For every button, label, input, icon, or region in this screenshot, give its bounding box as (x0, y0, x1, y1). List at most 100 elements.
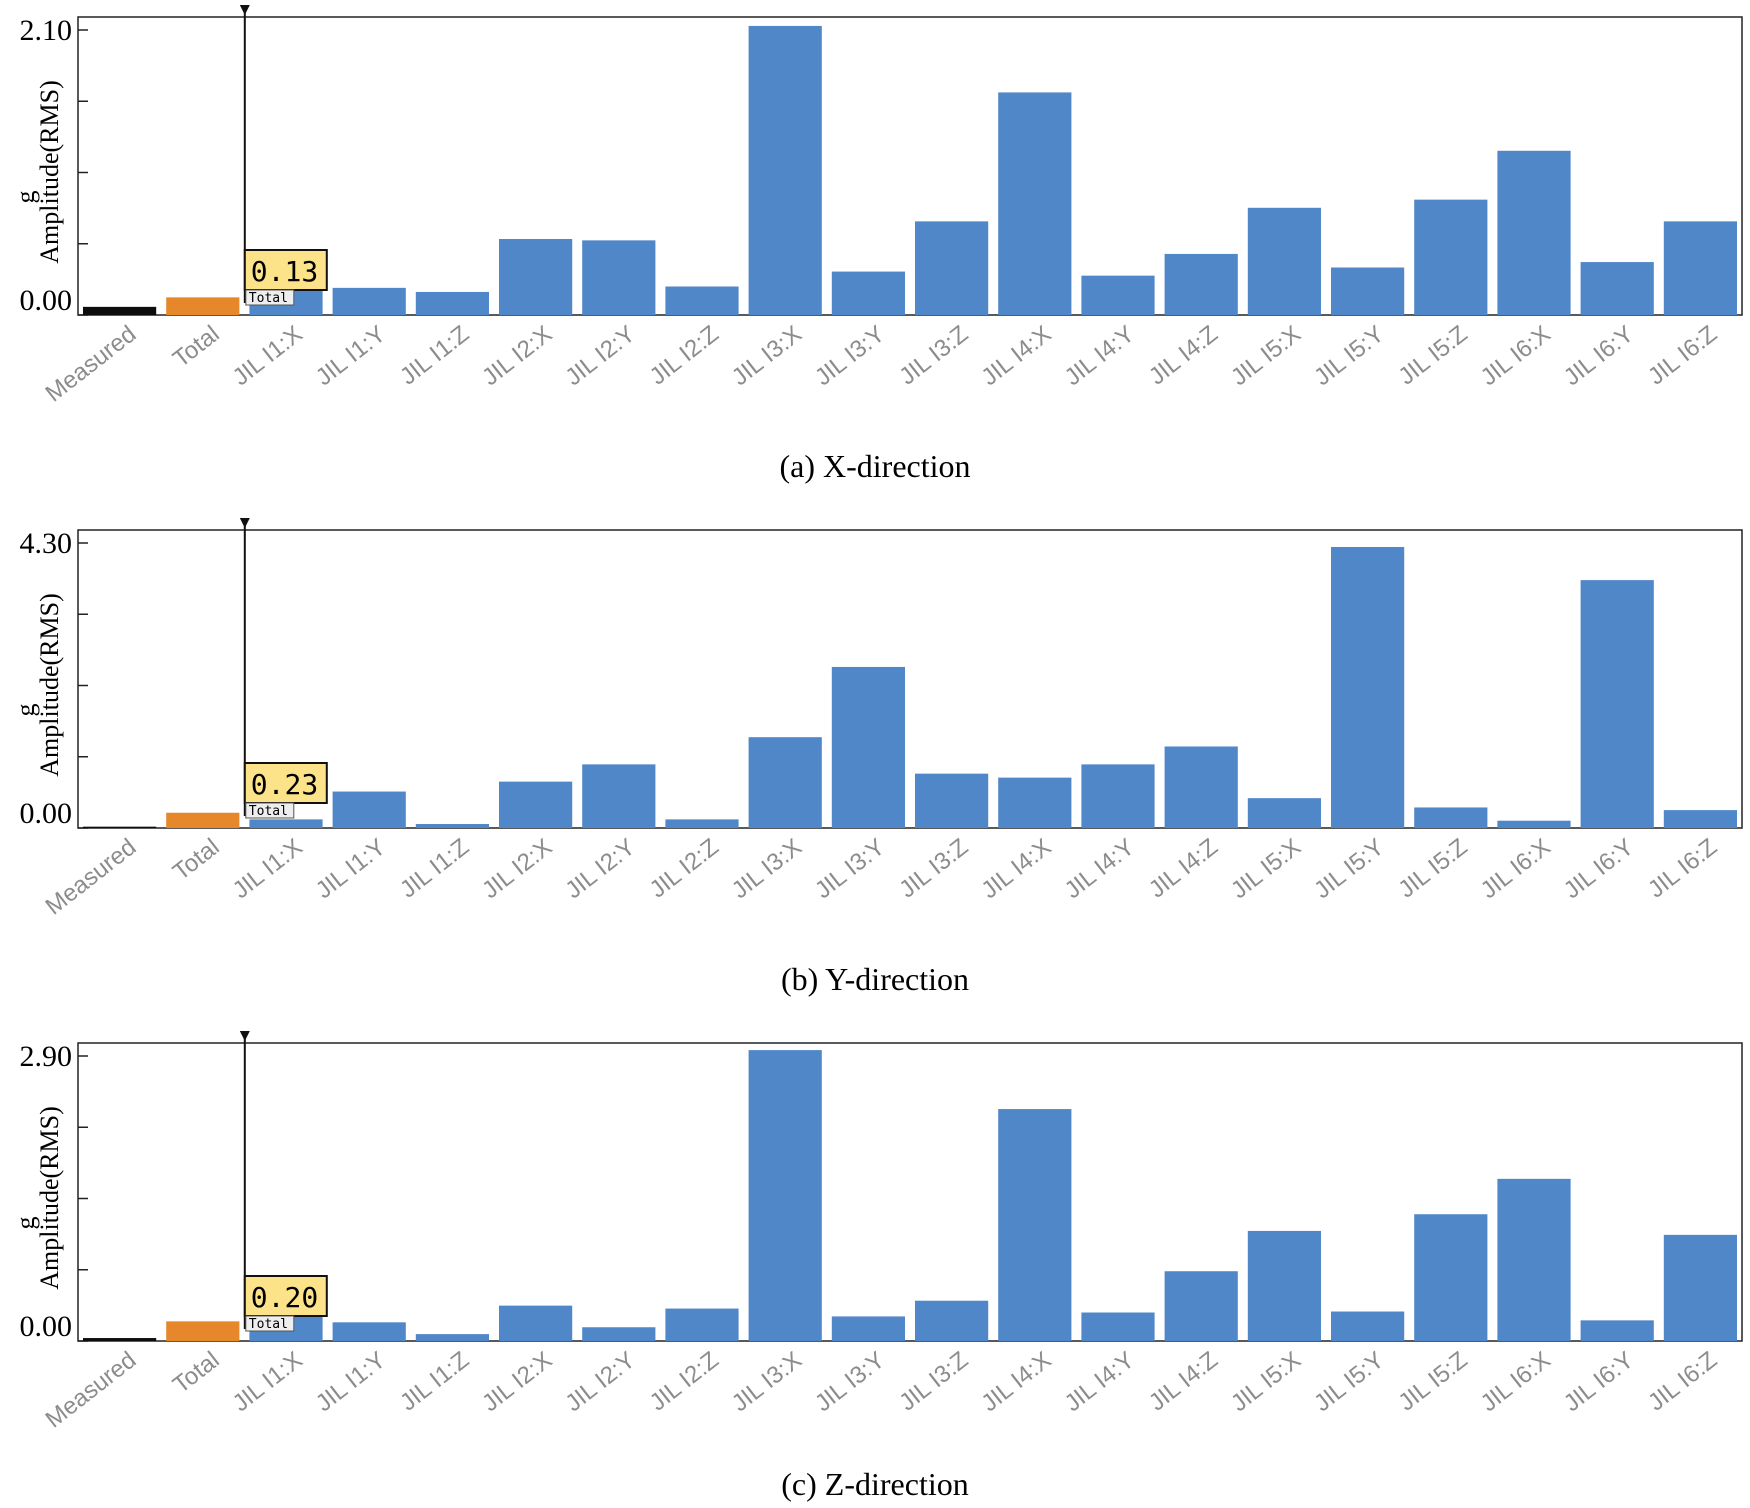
x-tick-label: JIL I6:Y (1559, 320, 1639, 391)
y-tick-bottom: 0.00 (20, 284, 73, 317)
x-tick-label: JIL I3:Y (810, 320, 890, 391)
bar-jil-i4-x[interactable] (998, 777, 1072, 828)
x-tick-label: Total (168, 833, 225, 885)
x-tick-label: JIL I4:Z (1144, 833, 1223, 903)
bar-jil-i3-x[interactable] (748, 737, 822, 828)
cursor-tag-label: Total (249, 804, 288, 819)
bar-jil-i2-y[interactable] (582, 1327, 656, 1341)
x-tick-label: JIL I4:Z (1144, 320, 1223, 390)
bar-jil-i1-z[interactable] (415, 291, 489, 315)
bar-jil-i6-z[interactable] (1663, 810, 1737, 828)
x-tick-label: JIL I6:Z (1643, 833, 1722, 903)
cursor-marker-icon[interactable] (239, 1031, 250, 1041)
bar-jil-i5-z[interactable] (1414, 807, 1488, 828)
bar-jil-i1-y[interactable] (332, 287, 406, 315)
bar-jil-i6-z[interactable] (1663, 1234, 1737, 1341)
x-tick-label: JIL I4:X (976, 833, 1056, 904)
cursor-marker-icon[interactable] (239, 518, 250, 528)
x-tick-label: JIL I1:Y (311, 320, 391, 391)
x-tick-label: JIL I6:X (1476, 1346, 1556, 1417)
bar-jil-i2-z[interactable] (665, 1308, 739, 1341)
bar-total[interactable] (166, 1321, 240, 1341)
bar-jil-i3-z[interactable] (915, 221, 989, 315)
bar-jil-i3-y[interactable] (831, 1316, 905, 1341)
cursor-tag (245, 1315, 295, 1332)
bar-jil-i4-z[interactable] (1164, 253, 1238, 315)
bar-jil-i5-x[interactable] (1247, 1230, 1321, 1341)
x-tick-label: JIL I2:Y (560, 1346, 640, 1417)
cursor-tooltip-value: 0.20 (251, 1281, 318, 1314)
bar-jil-i2-x[interactable] (499, 1305, 573, 1341)
panel-caption: (a) X-direction (779, 448, 970, 484)
bar-jil-i5-z[interactable] (1414, 1214, 1488, 1341)
bar-jil-i6-z[interactable] (1663, 221, 1737, 315)
bar-jil-i4-z[interactable] (1164, 1271, 1238, 1341)
x-tick-label: JIL I5:X (1226, 1346, 1306, 1417)
x-tick-label: JIL I4:Y (1060, 320, 1140, 391)
cursor-tag-label: Total (249, 1317, 288, 1332)
x-tick-label: JIL I2:X (477, 1346, 557, 1417)
cursor-marker-icon[interactable] (239, 5, 250, 15)
bar-measured[interactable] (83, 826, 157, 828)
bar-jil-i3-y[interactable] (831, 666, 905, 828)
bar-jil-i1-y[interactable] (332, 791, 406, 828)
bar-jil-i5-y[interactable] (1331, 546, 1405, 828)
plot-frame (77, 16, 1743, 316)
x-tick-label: JIL I1:Y (311, 1346, 391, 1417)
bar-jil-i3-x[interactable] (748, 1050, 822, 1341)
x-tick-label: JIL I4:Y (1060, 833, 1140, 904)
bar-jil-i4-y[interactable] (1081, 1312, 1155, 1342)
bar-jil-i4-y[interactable] (1081, 275, 1155, 315)
bar-jil-i2-z[interactable] (665, 286, 739, 316)
x-tick-label: JIL I1:Z (395, 320, 474, 390)
bar-jil-i2-y[interactable] (582, 240, 656, 315)
bar-measured[interactable] (83, 306, 157, 315)
bar-jil-i2-y[interactable] (582, 764, 656, 828)
y-tick-top: 2.90 (20, 1040, 73, 1073)
bar-jil-i2-z[interactable] (665, 819, 739, 828)
bar-jil-i5-z[interactable] (1414, 199, 1488, 315)
bar-jil-i6-y[interactable] (1580, 580, 1654, 828)
bar-jil-i3-z[interactable] (915, 1300, 989, 1341)
bar-jil-i6-y[interactable] (1580, 262, 1654, 315)
x-tick-label: JIL I2:Y (560, 320, 640, 391)
x-tick-label: JIL I2:Z (645, 320, 724, 390)
bar-jil-i2-x[interactable] (499, 239, 573, 315)
bar-jil-i5-y[interactable] (1331, 1311, 1405, 1341)
bar-jil-i4-x[interactable] (998, 92, 1072, 315)
bar-jil-i5-y[interactable] (1331, 267, 1405, 316)
cursor-tag (245, 289, 295, 306)
x-tick-label: JIL I6:Z (1643, 320, 1722, 390)
bar-jil-i2-x[interactable] (499, 781, 573, 828)
bar-jil-i4-x[interactable] (998, 1109, 1072, 1341)
bar-jil-i3-x[interactable] (748, 25, 822, 316)
bar-jil-i5-x[interactable] (1247, 207, 1321, 315)
x-tick-label: JIL I5:X (1226, 833, 1306, 904)
bar-jil-i1-z[interactable] (415, 1334, 489, 1341)
bar-jil-i3-y[interactable] (831, 271, 905, 315)
bar-jil-i1-x[interactable] (249, 819, 323, 828)
x-tick-label: JIL I1:Z (395, 1346, 474, 1416)
bar-measured[interactable] (83, 1338, 157, 1341)
plot-frame (77, 529, 1743, 829)
x-tick-label: JIL I4:X (976, 1346, 1056, 1417)
bar-jil-i1-z[interactable] (415, 824, 489, 828)
x-tick-label: JIL I5:Y (1309, 833, 1389, 904)
x-tick-label: Total (168, 320, 225, 372)
bar-jil-i1-y[interactable] (332, 1322, 406, 1341)
bar-jil-i6-x[interactable] (1497, 1178, 1571, 1341)
bar-jil-i6-x[interactable] (1497, 150, 1571, 315)
x-tick-label: JIL I6:X (1476, 833, 1556, 904)
bar-total[interactable] (166, 812, 240, 828)
bar-jil-i5-x[interactable] (1247, 798, 1321, 828)
cursor-tooltip (243, 249, 328, 291)
x-tick-label: JIL I2:Z (645, 1346, 724, 1416)
bar-total[interactable] (166, 297, 240, 315)
bar-jil-i6-y[interactable] (1580, 1320, 1654, 1341)
bar-jil-i4-z[interactable] (1164, 746, 1238, 828)
x-tick-label: JIL I1:X (228, 320, 308, 391)
bar-jil-i3-z[interactable] (915, 773, 989, 828)
bar-jil-i6-x[interactable] (1497, 820, 1571, 828)
bar-jil-i4-y[interactable] (1081, 764, 1155, 828)
